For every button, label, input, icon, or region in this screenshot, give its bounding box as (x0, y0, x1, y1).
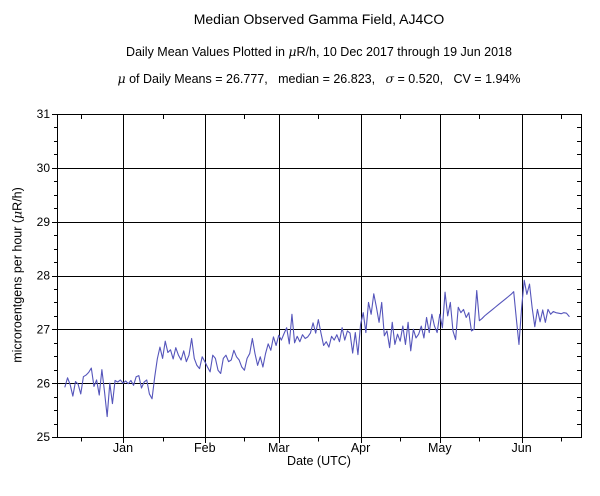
y-tick-label: 30 (37, 161, 51, 175)
x-month-label: May (428, 441, 452, 455)
x-month-label: Mar (268, 441, 290, 455)
x-month-label: Feb (194, 441, 216, 455)
chart-title: Median Observed Gamma Field, AJ4CO (193, 11, 445, 27)
y-tick-label: 31 (37, 107, 51, 121)
y-tick-label: 28 (37, 269, 51, 283)
data-line (64, 279, 570, 418)
y-tick-label: 26 (37, 376, 51, 390)
y-tick-label: 25 (37, 430, 51, 444)
x-axis-label: Date (UTC) (287, 454, 351, 468)
x-month-label: Apr (351, 441, 370, 455)
x-month-label: Jan (113, 441, 133, 455)
y-tick-label: 29 (37, 215, 51, 229)
y-tick-label: 27 (37, 323, 51, 337)
chart-stats-line: μ of Daily Means = 26.777, median = 26.8… (117, 71, 521, 86)
chart-subtitle: Daily Mean Values Plotted in μR/h, 10 De… (126, 44, 512, 59)
y-axis-label: microroentgens per hour (μR/h) (9, 187, 25, 363)
x-month-label: Jun (512, 441, 532, 455)
plot-border (57, 114, 582, 438)
